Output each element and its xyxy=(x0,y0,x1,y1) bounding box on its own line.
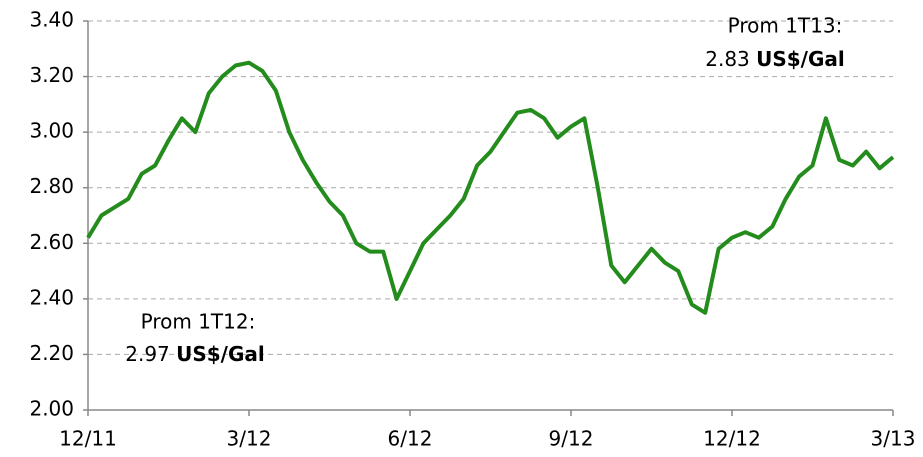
x-tick-label: 12/11 xyxy=(59,427,117,451)
y-tick-label: 3.00 xyxy=(29,119,74,143)
annotation-number: 2.97 xyxy=(125,342,170,366)
annotation-title: Prom 1T12: xyxy=(141,310,256,334)
x-tick-label: 6/12 xyxy=(388,427,433,451)
annotation-title: Prom 1T13: xyxy=(728,14,843,38)
annotation: Prom 1T13: 2.83 US$/Gal xyxy=(705,14,845,71)
y-tick-label: 2.60 xyxy=(29,230,74,254)
x-tick-label: 12/12 xyxy=(703,427,761,451)
y-tick-label: 2.00 xyxy=(29,397,74,421)
y-tick-label: 2.40 xyxy=(29,285,74,309)
annotation-value: 2.97 US$/Gal xyxy=(125,342,265,366)
y-tick-label: 2.80 xyxy=(29,174,74,198)
x-tick-label: 3/12 xyxy=(227,427,272,451)
line-series xyxy=(86,60,895,315)
plot: 2.00 2.20 2.40 2.60 2.80 3.00 3.20 3.40 12/11 3/1… xyxy=(29,8,915,451)
annotation-unit: US$/Gal xyxy=(176,342,265,366)
x-tick-label: 3/13 xyxy=(871,427,916,451)
annotation: Prom 1T12: 2.97 US$/Gal xyxy=(125,310,265,366)
y-tick-label: 3.40 xyxy=(29,8,74,32)
annotation-value: 2.83 US$/Gal xyxy=(705,47,845,71)
annotation-unit: US$/Gal xyxy=(756,47,845,71)
x-tick-label: 9/12 xyxy=(549,427,594,451)
y-tick-label: 2.20 xyxy=(29,341,74,365)
annotation-number: 2.83 xyxy=(705,47,750,71)
y-tick-label: 3.20 xyxy=(29,63,74,87)
